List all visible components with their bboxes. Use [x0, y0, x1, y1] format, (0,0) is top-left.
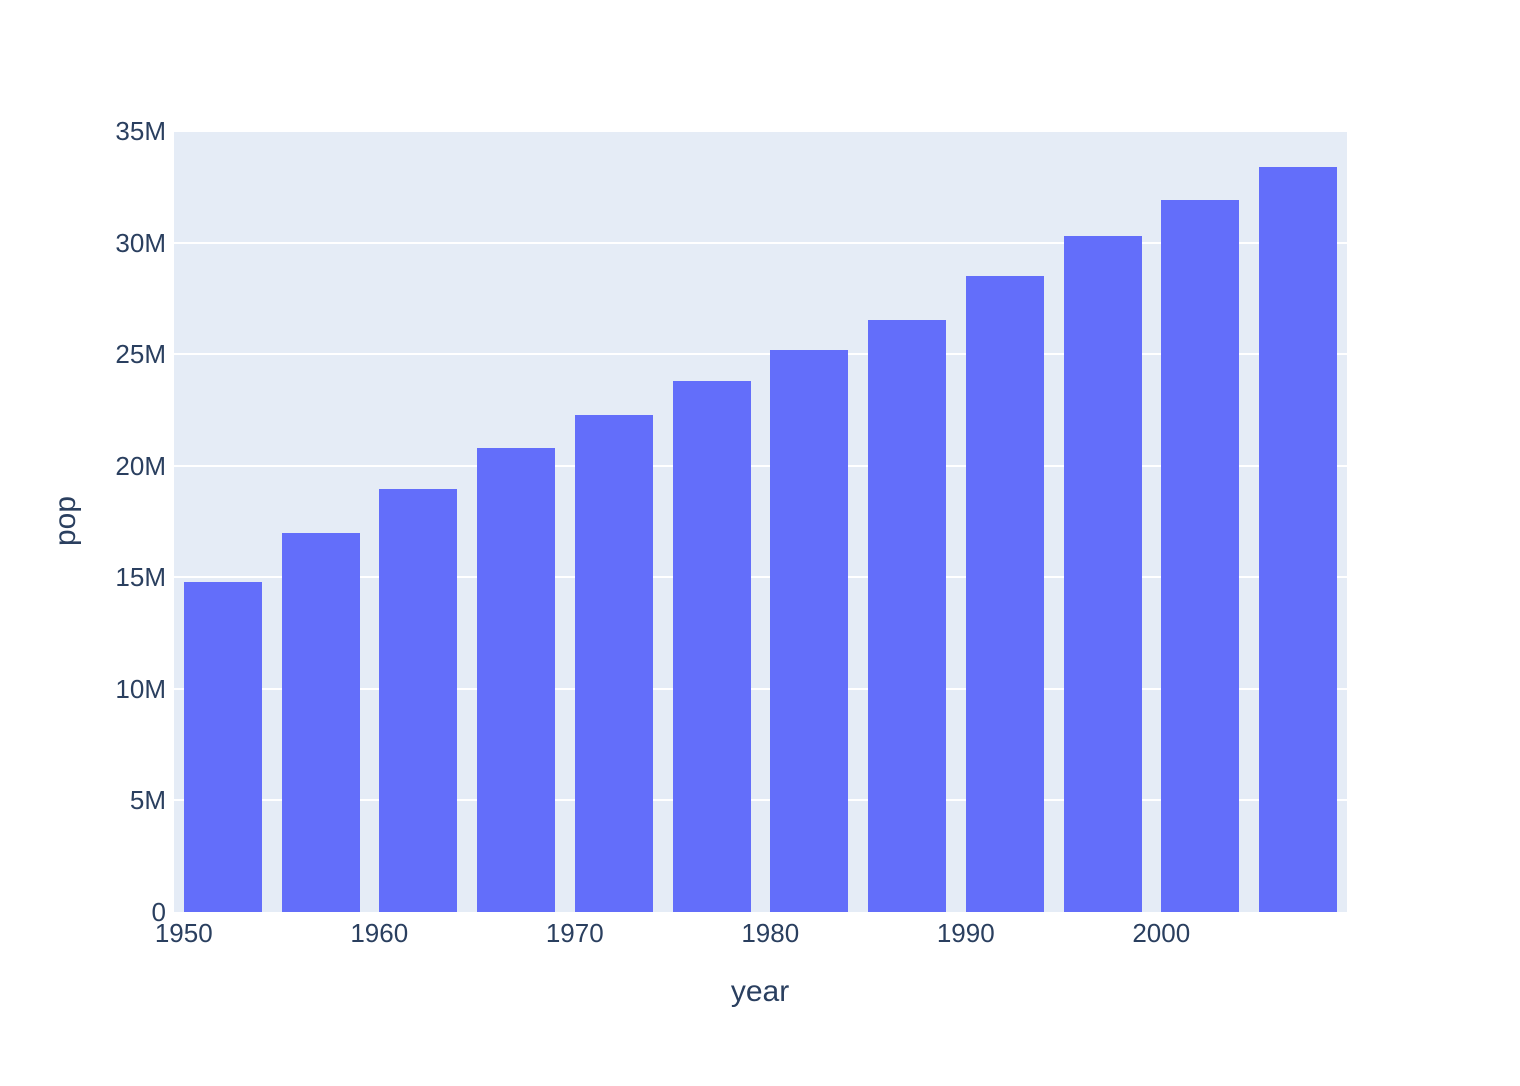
x-tick-label-1990: 1990 [936, 918, 995, 948]
y-tick-label-5M: 5M [129, 785, 166, 816]
plot-area[interactable] [174, 130, 1347, 912]
bar-1992[interactable] [965, 275, 1044, 912]
bar-1997[interactable] [1063, 236, 1142, 912]
gridline-30M [174, 241, 1347, 244]
bar-1967[interactable] [477, 447, 556, 912]
bar-1987[interactable] [868, 319, 947, 912]
bar-2007[interactable] [1259, 167, 1338, 912]
bar-1962[interactable] [379, 488, 458, 912]
y-tick-label-20M: 20M [115, 450, 166, 481]
y-axis-title: pop [49, 495, 82, 547]
bar-1957[interactable] [281, 532, 360, 912]
x-tick-label-1960: 1960 [350, 918, 409, 948]
y-tick-label-25M: 25M [115, 339, 166, 370]
gridline-20M [174, 464, 1347, 467]
bar-2002[interactable] [1161, 200, 1240, 912]
x-tick-label-1980: 1980 [741, 918, 800, 948]
y-tick-label-0: 0 [151, 897, 166, 927]
y-tick-label-30M: 30M [115, 227, 166, 258]
gridline-10M [174, 687, 1347, 690]
x-tick-label-1950: 1950 [154, 918, 213, 948]
y-tick-label-35M: 35M [115, 116, 166, 147]
x-tick-label-1970: 1970 [545, 918, 604, 948]
x-tick-label-2000: 2000 [1132, 918, 1191, 948]
bar-1952[interactable] [183, 582, 262, 912]
bar-1977[interactable] [672, 381, 751, 912]
x-axis-title: year [730, 975, 790, 1008]
y-tick-label-15M: 15M [115, 562, 166, 593]
bar-1982[interactable] [770, 349, 849, 912]
gridline-35M [174, 130, 1347, 133]
bar-1972[interactable] [574, 414, 653, 912]
y-tick-label-10M: 10M [115, 673, 166, 704]
gridline-5M [174, 799, 1347, 802]
gridline-25M [174, 353, 1347, 356]
gridline-15M [174, 576, 1347, 579]
